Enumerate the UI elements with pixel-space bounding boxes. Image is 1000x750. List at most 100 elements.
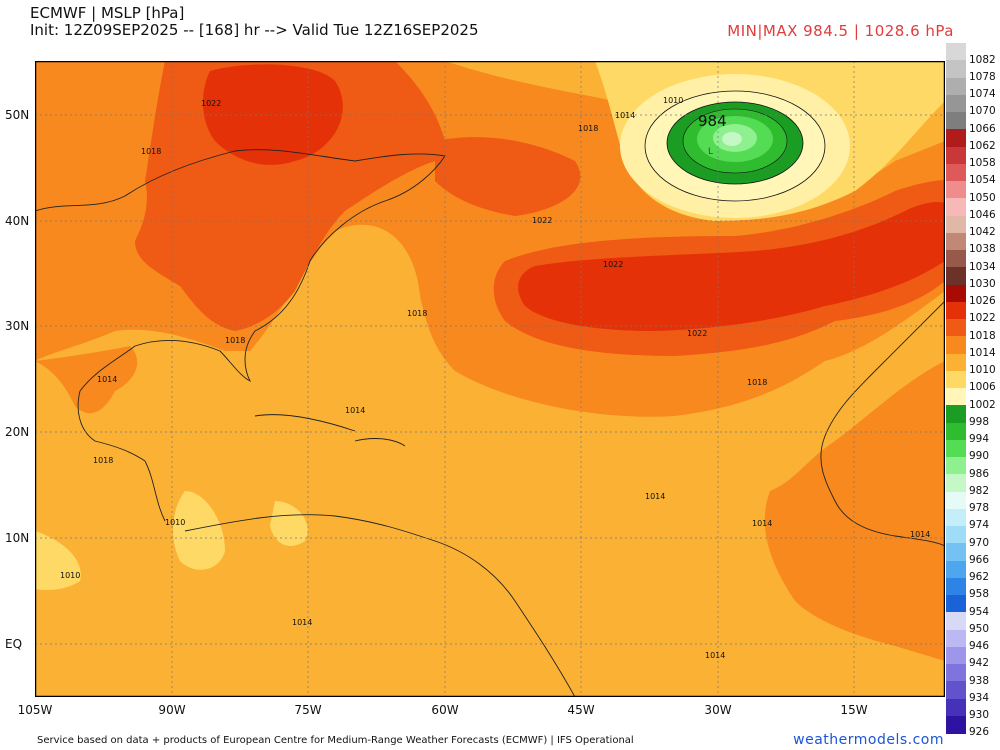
legend-swatch: [946, 94, 966, 113]
coast-cuba: [254, 414, 356, 432]
legend-swatch: [946, 181, 966, 199]
field-1018-africa: [764, 361, 945, 661]
field-1026-greatlakes: [203, 64, 343, 165]
legend-swatch: [946, 457, 966, 475]
coast-west-africa: [820, 300, 945, 547]
lon-label: 15W: [840, 703, 868, 717]
legend-swatch: [946, 595, 966, 613]
legend-swatch: [946, 422, 966, 441]
legend-label: 990: [969, 450, 990, 463]
contour-label: 1018: [407, 309, 427, 318]
legend-label: 1010: [969, 364, 996, 377]
lon-label: 75W: [294, 703, 322, 717]
legend-swatch: [946, 146, 966, 165]
legend-label: 1002: [969, 398, 996, 411]
contour-label: 1018: [141, 147, 161, 156]
legend-label: 966: [969, 553, 990, 566]
legend-swatch: [946, 526, 966, 544]
contour-label: 1014: [345, 406, 365, 415]
contour-label: 1010: [60, 571, 80, 580]
legend-label: 974: [969, 519, 990, 532]
legend-label: 1070: [969, 105, 996, 118]
legend-label: 942: [969, 657, 990, 670]
coast-north-america: [35, 149, 446, 522]
legend-label: 1046: [969, 208, 996, 221]
field-1010-pacific: [35, 531, 81, 591]
legend-label: 1082: [969, 53, 996, 66]
lat-label: 10N: [5, 531, 30, 545]
legend-label: 1014: [969, 346, 996, 359]
legend-label: 1038: [969, 243, 996, 256]
pressure-map: 1022 1018 1014 1010 1018 1022 1022 1022 …: [35, 61, 945, 697]
contour-label: 1022: [687, 329, 707, 338]
legend-swatch: [946, 370, 966, 389]
field-1022-atlantic-north: [435, 137, 581, 216]
legend-label: 994: [969, 433, 990, 446]
legend-label: 962: [969, 571, 990, 584]
brand-link[interactable]: weathermodels.com: [793, 732, 944, 748]
legend-swatch: [946, 129, 966, 147]
legend-label: 1074: [969, 88, 996, 101]
footer-credit: Service based on data + products of Euro…: [37, 735, 634, 746]
legend-swatch: [946, 284, 966, 303]
legend-label: 946: [969, 640, 990, 653]
legend-swatch: [946, 405, 966, 423]
legend-swatch: [946, 439, 966, 458]
legend-swatch: [946, 250, 966, 268]
contour-label: 1010: [663, 96, 683, 105]
legend-swatch: [946, 336, 966, 354]
legend-swatch: [946, 353, 966, 372]
contour-label: 1014: [615, 111, 635, 120]
legend-label: 934: [969, 691, 990, 704]
low-center-label: 984: [698, 112, 727, 130]
contour-label: 1010: [165, 518, 185, 527]
legend-swatch: [946, 715, 966, 734]
lat-label: 50N: [5, 108, 30, 122]
contour-label: 1014: [752, 519, 772, 528]
min-max-readout: MIN|MAX 984.5 | 1028.6 hPa: [727, 22, 954, 40]
contour-label: 1022: [201, 99, 221, 108]
legend-swatch: [946, 232, 966, 251]
field-1026-ridge: [518, 201, 945, 331]
legend-label: 1078: [969, 70, 996, 83]
contour-label: 1022: [532, 216, 552, 225]
low-center-marker: L: [708, 147, 713, 157]
legend-label: 938: [969, 674, 990, 687]
coast-south-america: [184, 514, 576, 697]
field-1010-caribbean: [173, 491, 225, 570]
lon-label: 30W: [704, 703, 732, 717]
coast-hispaniola: [354, 438, 406, 447]
legend-swatch: [946, 163, 966, 182]
legend-swatch: [946, 215, 966, 234]
legend-label: 930: [969, 709, 990, 722]
legend-swatch: [946, 319, 966, 337]
contour-label: 1014: [910, 530, 930, 539]
contour-label: 1018: [747, 378, 767, 387]
chart-title: ECMWF | MSLP [hPa]: [30, 4, 185, 22]
chart-subtitle: Init: 12Z09SEP2025 -- [168] hr --> Valid…: [30, 21, 479, 39]
contour-label: 1018: [225, 336, 245, 345]
contour-label: 1022: [603, 260, 623, 269]
legend-swatch: [946, 474, 966, 492]
legend-label: 1030: [969, 277, 996, 290]
lat-label: EQ: [5, 637, 23, 651]
pressure-legend: [946, 43, 966, 734]
legend-label: 1022: [969, 312, 996, 325]
legend-swatch: [946, 664, 966, 682]
legend-label: 954: [969, 605, 990, 618]
legend-swatch: [946, 560, 966, 579]
legend-label: 986: [969, 467, 990, 480]
lon-label: 45W: [567, 703, 595, 717]
legend-swatch: [946, 543, 966, 561]
legend-swatch: [946, 267, 966, 285]
legend-swatch: [946, 577, 966, 596]
contour-label: 1018: [578, 124, 598, 133]
contour-label: 1014: [97, 375, 117, 384]
contour-label: 1014: [645, 492, 665, 501]
legend-swatch: [946, 491, 966, 510]
legend-label: 950: [969, 622, 990, 635]
legend-label: 1042: [969, 226, 996, 239]
legend-swatch: [946, 629, 966, 648]
legend-label: 1050: [969, 191, 996, 204]
legend-swatch: [946, 388, 966, 406]
